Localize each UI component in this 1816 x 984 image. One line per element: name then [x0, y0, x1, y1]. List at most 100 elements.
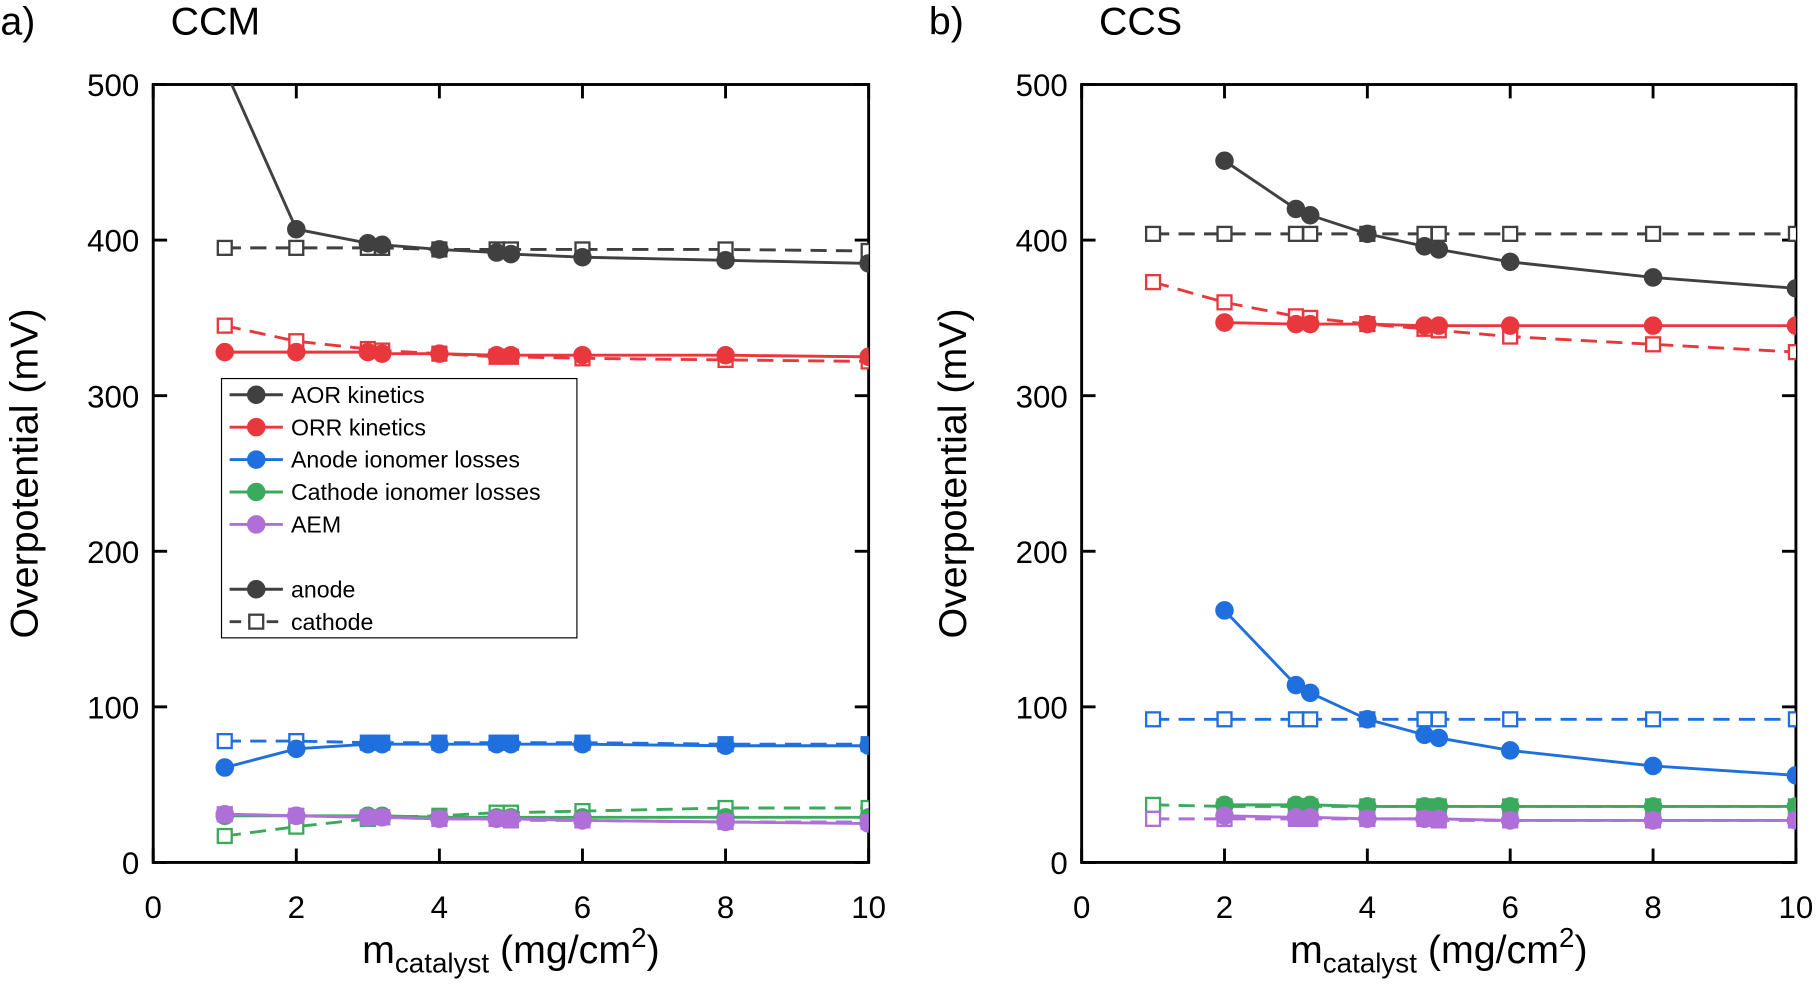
point [1643, 268, 1663, 287]
point [1358, 710, 1377, 729]
point [1287, 711, 1305, 728]
y-tick-label: 300 [87, 379, 139, 414]
y-tick-label: 0 [1050, 846, 1067, 881]
x-label-sub: catalyst [1323, 947, 1417, 978]
point [246, 417, 266, 437]
panel-label: b) [929, 0, 964, 44]
dashed-line [224, 739, 869, 746]
chart-title: CCS [1099, 0, 1182, 44]
point [287, 342, 306, 362]
y-tick-label: 500 [1016, 68, 1068, 103]
legend-label: AOR kinetics [291, 382, 425, 408]
point [1644, 336, 1662, 353]
x-label-unit: (mg/cm [1417, 928, 1559, 972]
plot-area [1144, 151, 1796, 830]
point [1430, 711, 1447, 728]
point [1215, 151, 1234, 171]
point [1416, 711, 1433, 728]
x-label-end: ) [1574, 928, 1587, 972]
point [1300, 314, 1320, 334]
point [216, 317, 233, 334]
point [246, 579, 266, 599]
point [1216, 225, 1233, 242]
point [1787, 344, 1796, 361]
point [1429, 316, 1449, 335]
point [1644, 711, 1662, 728]
point [216, 239, 233, 256]
point [1358, 314, 1377, 334]
legend-label: anode [291, 576, 355, 602]
solid-line [230, 84, 869, 265]
x-label-base: m [362, 928, 395, 972]
point [1429, 728, 1449, 748]
point [216, 827, 233, 845]
x-tick-label: 4 [431, 890, 448, 925]
point [501, 734, 521, 754]
plot-frame [151, 83, 871, 864]
point [1287, 225, 1305, 242]
point [1500, 252, 1520, 272]
point [372, 808, 392, 827]
legend-label: AEM [291, 512, 341, 538]
panel-label: a) [0, 0, 35, 44]
point [1786, 766, 1796, 785]
y-tick-label: 100 [87, 690, 139, 725]
point [1144, 711, 1162, 728]
point [859, 736, 869, 756]
point [288, 239, 305, 256]
point [1302, 225, 1319, 242]
x-label-unit: (mg/cm [489, 928, 631, 972]
x-axis-label: mcatalyst (mg/cm2) [362, 922, 660, 978]
point [1786, 797, 1796, 816]
dashed-line [1152, 280, 1796, 354]
x-axis-label: mcatalyst (mg/cm2) [1290, 922, 1588, 978]
y-axis-label: Overpotential (mV) [2, 308, 46, 638]
point [1786, 811, 1796, 830]
x-tick-label: 8 [1644, 890, 1661, 925]
point [215, 342, 235, 362]
x-tick-label: 6 [1502, 890, 1519, 925]
point [1643, 811, 1663, 830]
point [1500, 316, 1520, 335]
point [501, 809, 521, 829]
point [1216, 711, 1233, 728]
point [1300, 205, 1320, 225]
point [1358, 224, 1377, 244]
point [430, 344, 449, 363]
point [1215, 806, 1234, 826]
point [573, 247, 592, 267]
y-tick-label: 400 [1016, 224, 1068, 259]
point [716, 251, 735, 270]
point [1144, 796, 1162, 813]
point [859, 347, 869, 367]
point [1429, 240, 1449, 259]
point [1302, 711, 1319, 728]
y-axis-label: Overpotential (mV) [931, 308, 975, 638]
y-tick-label: 300 [1016, 379, 1068, 414]
x-label-sup: 2 [631, 922, 646, 953]
point [1144, 225, 1162, 242]
point [1300, 808, 1320, 827]
point [1430, 225, 1447, 242]
point [216, 732, 233, 750]
point [1144, 274, 1162, 291]
point [287, 806, 306, 826]
y-tick-label: 200 [1016, 535, 1068, 570]
point [217, 61, 233, 77]
point [430, 734, 449, 754]
point [1286, 675, 1306, 695]
point [1786, 279, 1796, 298]
x-label-sub: catalyst [395, 947, 489, 978]
point [501, 244, 521, 264]
point [246, 515, 266, 534]
x-tick-label: 2 [288, 890, 305, 925]
plot-area [215, 61, 869, 845]
x-label-sup: 2 [1559, 922, 1574, 953]
solid-line [224, 742, 869, 769]
legend-label: ORR kinetics [291, 414, 426, 440]
x-tick-label: 10 [1779, 890, 1814, 925]
point [716, 736, 735, 756]
point [573, 734, 592, 754]
x-tick-label: 8 [717, 890, 734, 925]
point [372, 235, 392, 255]
